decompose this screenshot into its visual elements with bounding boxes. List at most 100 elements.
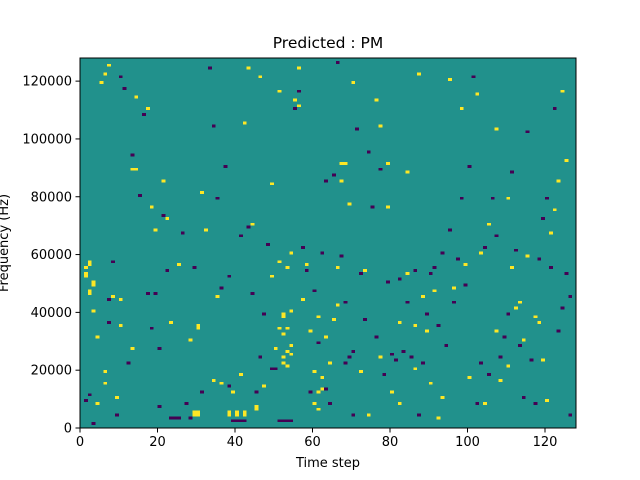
heatmap-cell-low [161,214,166,217]
heatmap-cell-low [273,367,278,371]
heatmap-cell-high [300,297,305,301]
x-tick-label: 20 [149,435,166,450]
heatmap-cell-high [285,326,290,330]
heatmap-cell-high [134,95,139,99]
heatmap-cell-low [568,295,573,298]
heatmap-cell-low [432,266,437,270]
heatmap-cell-low [200,390,205,394]
heatmap-cell-low [300,245,305,249]
heatmap-cell-low [83,399,88,402]
heatmap-cell-high [289,309,294,313]
heatmap-cell-high [200,190,205,194]
heatmap-cell-high [548,231,553,235]
heatmap-cell-high [114,396,119,400]
heatmap-cell-high [351,81,356,85]
heatmap-cell-high [494,127,499,131]
heatmap-cell-high [328,361,332,365]
heatmap-cell-high [130,347,135,350]
heatmap-cell-high [289,344,294,348]
heatmap-cell-high [227,413,232,417]
heatmap-cell-high [238,373,243,376]
heatmap-cell-low [173,416,177,420]
heatmap-cell-high [176,263,181,267]
heatmap-cell-high [293,98,298,102]
heatmap-cell-high [312,370,317,374]
heatmap-cell-high [277,89,282,93]
heatmap-cell-low [483,245,487,249]
heatmap-cell-low [452,300,456,304]
heatmap-cell-high [192,410,197,414]
heatmap-cell-high [506,196,511,200]
heatmap-cell-low [517,344,522,348]
plot-background [80,58,576,428]
heatmap-cell-high [258,75,263,79]
heatmap-cell-low [351,349,356,353]
heatmap-cell-high [118,297,123,301]
heatmap-cell-high [390,390,394,394]
heatmap-cell-high [483,401,487,405]
heatmap-cell-high [83,274,88,278]
heatmap-cell-low [107,297,112,301]
heatmap-cell-high [537,321,542,324]
heatmap-cell-high [149,205,154,209]
heatmap-cell-high [421,295,425,298]
heatmap-cell-low [114,413,119,417]
heatmap-cell-high [95,335,100,339]
heatmap-cell-high [91,283,96,287]
heatmap-cell-high [498,378,503,382]
heatmap-cell-low [506,312,511,316]
heatmap-cell-high [436,416,441,420]
heatmap-cell-low [238,419,243,423]
heatmap-cell-low [514,248,518,252]
heatmap-cell-high [517,300,522,304]
heatmap-cell-low [277,419,282,423]
heatmap-cell-low [192,266,197,270]
heatmap-cell-high [316,407,321,411]
heatmap-cell-high [289,352,294,356]
heatmap-cell-high [242,413,247,417]
heatmap-cell-high [95,401,100,405]
heatmap-cell-high [277,326,282,330]
heatmap-cell-high [269,274,274,278]
x-tick-label: 40 [227,435,244,450]
heatmap-cell-high [560,89,565,93]
heatmap-cell-low [471,75,476,79]
heatmap-cell-low [180,231,185,235]
heatmap-cell-high [347,202,352,206]
x-axis: 0 20 40 60 80 100 120 [76,428,557,450]
heatmap-cell-low [475,401,480,405]
heatmap-cell-low [91,422,96,426]
heatmap-cell-low [548,266,553,270]
heatmap-cell-high [448,78,453,82]
heatmap-cell-low [246,225,251,229]
heatmap-cell-low [521,396,526,400]
heatmap-cell-high [494,329,499,333]
heatmap-cell-high [285,266,290,270]
heatmap-cell-low [215,196,220,200]
heatmap-cell-high [281,312,286,316]
heatmap-cell-low [560,306,565,310]
heatmap-cell-high [281,315,286,319]
heatmap-cell-low [118,75,123,79]
heatmap-cell-high [331,318,336,322]
heatmap-cell-low [184,401,189,405]
heatmap-cell-high [87,263,92,267]
heatmap-cell-low [316,341,321,345]
heatmap-cell-low [157,404,162,408]
heatmap-cell-high [103,72,108,76]
heatmap-cell-high [541,358,546,362]
heatmap-cell-high [231,390,236,394]
heatmap-cell-high [196,323,201,327]
heatmap-cell-low [320,251,325,255]
heatmap-cell-low [335,60,340,64]
heatmap-cell-low [401,349,406,353]
heatmap-cell-low [328,401,332,405]
heatmap-cell-low [289,419,294,423]
heatmap-cell-high [335,266,340,270]
heatmap-cell-high [196,410,201,414]
heatmap-cell-low [444,344,449,348]
heatmap-cell-high [339,162,344,165]
heatmap-cell-high [211,378,216,382]
heatmap-cell-high [235,413,239,417]
heatmap-cell-low [207,66,212,70]
